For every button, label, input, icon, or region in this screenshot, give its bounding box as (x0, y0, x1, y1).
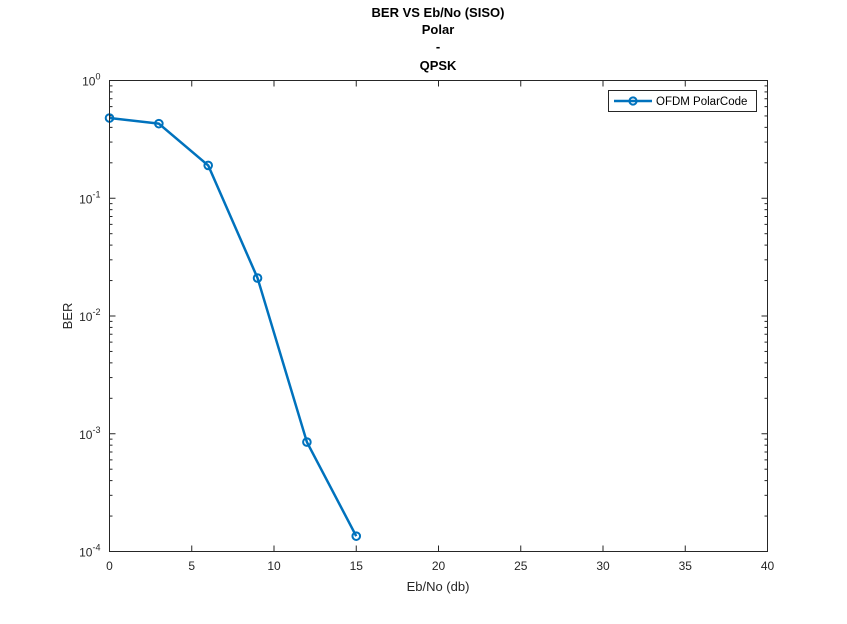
x-axis-label: Eb/No (db) (407, 579, 470, 594)
data-point[interactable] (203, 160, 213, 171)
series-layer (104, 113, 362, 541)
y-tick-label: 100 (82, 72, 100, 89)
x-tick-label: 40 (761, 559, 775, 573)
x-tick-label: 25 (514, 559, 528, 573)
x-tick-label: 30 (596, 559, 610, 573)
x-axis-ticks: 0 5 10 15 20 25 30 35 40 (106, 80, 775, 573)
x-tick-label: 5 (188, 559, 195, 573)
legend[interactable]: OFDM PolarCode (608, 90, 757, 112)
data-point[interactable] (351, 531, 362, 541)
x-tick-label: 0 (106, 559, 113, 573)
series-line (109, 116, 358, 537)
data-point[interactable] (252, 273, 263, 283)
x-tick-label: 15 (350, 559, 364, 573)
y-axis-label: BER (60, 303, 75, 330)
legend-label: OFDM PolarCode (656, 96, 747, 108)
y-tick-label: 10-4 (79, 543, 100, 560)
title-line: BER VS Eb/No (SISO) (372, 5, 505, 20)
plot-frame (109, 80, 768, 552)
legend-marker (628, 96, 638, 106)
y-tick-label: 10-1 (79, 189, 100, 206)
title-line: Polar (422, 22, 455, 37)
y-tick-label: 10-3 (79, 425, 100, 442)
data-point[interactable] (154, 118, 164, 129)
y-tick-label: 10-2 (79, 307, 100, 324)
minor-ticks (109, 85, 768, 517)
y-axis-ticks: 100 10-1 10-2 10-3 10-4 (79, 72, 768, 560)
x-tick-label: 10 (267, 559, 281, 573)
legend-box (608, 90, 757, 112)
x-tick-label: 35 (679, 559, 693, 573)
title-line: - (436, 39, 440, 54)
chart-title: BER VS Eb/No (SISO) Polar - QPSK (372, 5, 505, 73)
x-tick-label: 20 (432, 559, 446, 573)
data-point[interactable] (302, 437, 312, 447)
title-line: QPSK (420, 58, 457, 73)
